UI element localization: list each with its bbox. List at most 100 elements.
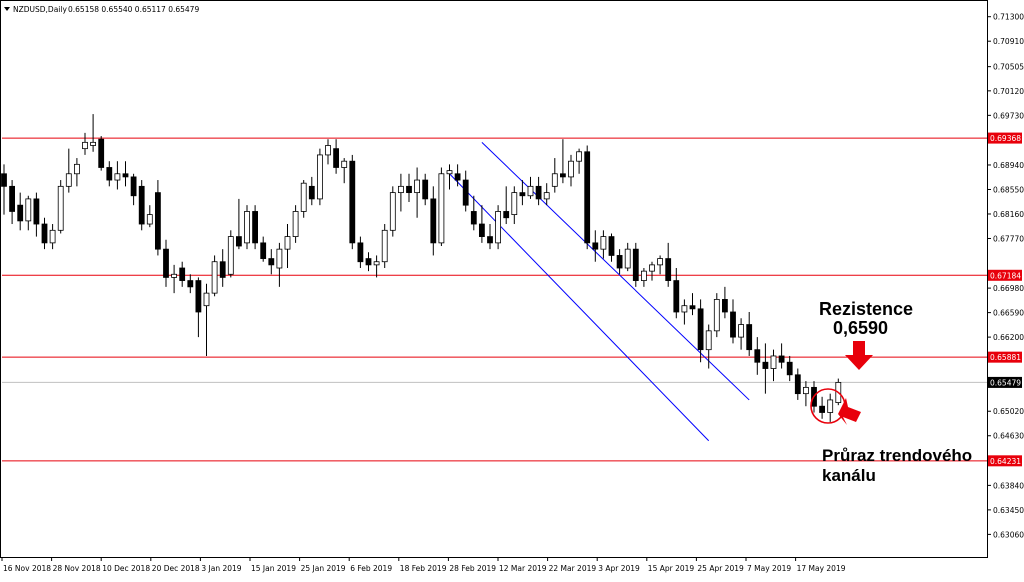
x-tick-label: 22 Mar 2019	[549, 564, 597, 573]
candle	[722, 286, 728, 319]
candles-layer	[1, 114, 842, 422]
y-tick-label: 0.66590	[993, 309, 1024, 318]
candle	[551, 158, 558, 193]
candle	[90, 114, 96, 152]
candle	[41, 217, 48, 250]
candle	[373, 255, 380, 278]
candle	[827, 393, 834, 422]
candle	[365, 252, 372, 272]
candle	[349, 154, 356, 250]
y-tick-label: 0.71300	[993, 13, 1024, 22]
candle	[33, 192, 40, 237]
candle	[689, 293, 696, 316]
candle	[154, 180, 161, 256]
candle	[770, 349, 777, 382]
candle	[422, 173, 429, 206]
x-tick-label: 20 Dec 2018	[152, 564, 200, 573]
x-tick-label: 12 Mar 2019	[499, 564, 547, 573]
y-tick-label: 0.68550	[993, 185, 1024, 194]
candle	[82, 132, 88, 155]
candle	[219, 249, 226, 287]
candle	[268, 249, 275, 275]
y-tick-label: 0.70505	[993, 63, 1024, 72]
candle	[478, 205, 485, 243]
candle	[794, 368, 801, 400]
candle	[705, 324, 712, 369]
level-price-tag	[988, 455, 1022, 467]
candle	[624, 242, 631, 272]
candle	[9, 180, 16, 225]
candle	[138, 180, 145, 231]
candle	[527, 176, 534, 199]
candle	[495, 205, 502, 250]
candle	[146, 205, 153, 228]
candle	[470, 195, 477, 231]
candle	[568, 154, 574, 187]
candle	[171, 264, 178, 294]
candle	[300, 180, 307, 218]
x-axis: 16 Nov 2018 28 Nov 2018 10 Dec 2018 20 Dec …	[1, 557, 846, 573]
y-axis: 0.71300 0.70910 0.70505 0.70120 0.69730 0.689…	[987, 13, 1024, 539]
candle	[560, 139, 566, 184]
x-tick-label: 3 Jan 2019	[201, 564, 241, 573]
candle	[260, 236, 267, 262]
x-tick-label: 7 May 2019	[747, 564, 791, 573]
candle	[762, 343, 769, 394]
resistance-value: 0,6590	[833, 318, 888, 338]
candle	[57, 180, 64, 234]
header-dropdown-icon[interactable]	[4, 7, 10, 11]
y-tick-label: 0.67770	[993, 234, 1024, 243]
header-symbol: NZDUSD,Daily	[13, 5, 67, 14]
candle	[713, 293, 720, 338]
level-price-label: 0.67184	[990, 271, 1021, 280]
candle	[98, 136, 105, 171]
candle	[608, 233, 615, 262]
candle	[778, 343, 785, 369]
x-tick-label: 15 Jan 2019	[251, 564, 296, 573]
candle	[446, 164, 453, 190]
y-tick-label: 0.69730	[993, 111, 1024, 120]
candle	[316, 148, 323, 206]
candle	[397, 173, 404, 212]
resistance-title: Rezistence	[819, 299, 913, 319]
level-price-label: 0.69368	[990, 134, 1021, 143]
x-tick-label: 18 Feb 2019	[400, 564, 447, 573]
y-tick-label: 0.66980	[993, 284, 1024, 293]
candle	[106, 161, 113, 187]
candle	[511, 186, 518, 225]
candle	[122, 161, 129, 187]
candle	[487, 224, 493, 250]
candle	[211, 255, 218, 297]
candle	[235, 198, 242, 250]
candle	[454, 164, 461, 187]
y-tick-label: 0.65020	[993, 407, 1024, 416]
candle	[438, 167, 445, 247]
level-price-label: 0.65881	[990, 353, 1021, 362]
trend-channel	[449, 141, 750, 442]
candle	[284, 224, 291, 269]
y-tick-label: 0.68940	[993, 161, 1024, 170]
candle	[244, 205, 250, 250]
candle	[227, 230, 234, 278]
level-price-tag	[988, 132, 1022, 144]
breakout-label-line2: kanálu	[822, 466, 876, 485]
candle	[17, 192, 24, 231]
candle	[187, 274, 194, 294]
candle	[25, 195, 32, 231]
candle	[252, 205, 259, 250]
candle	[697, 299, 704, 363]
y-tick-label: 0.70910	[993, 37, 1024, 46]
candle	[195, 277, 202, 338]
candle	[543, 183, 550, 206]
x-tick-label: 16 Nov 2018	[3, 564, 51, 573]
candle	[746, 311, 753, 356]
current-price-tag	[988, 376, 1022, 388]
breakout-label-line1: Průraz trendového	[822, 446, 972, 465]
header-ohlc: 0.65158 0.65540 0.65117 0.65479	[68, 5, 199, 14]
channel-upper-line	[481, 141, 750, 401]
x-tick-label: 15 Apr 2019	[648, 564, 695, 573]
candle	[163, 239, 169, 287]
y-tick-label: 0.63450	[993, 506, 1024, 515]
